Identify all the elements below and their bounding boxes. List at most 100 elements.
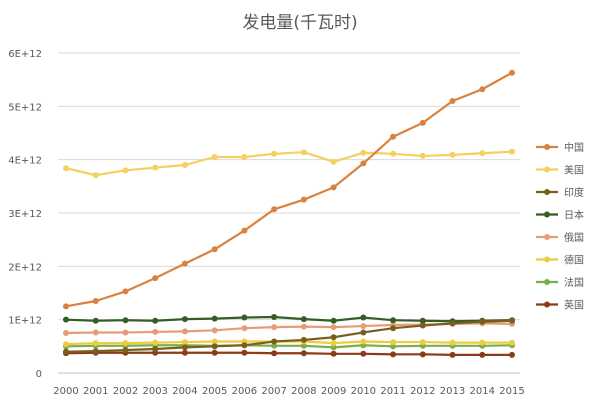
y-tick-label: 2E+12 — [8, 262, 42, 273]
data-point — [390, 325, 397, 332]
data-point — [360, 350, 367, 357]
series-美国 — [63, 148, 515, 179]
data-point — [181, 316, 188, 323]
data-point — [241, 227, 248, 234]
data-point — [330, 324, 337, 331]
y-tick-label: 3E+12 — [8, 209, 42, 220]
data-point — [152, 328, 159, 335]
data-point — [390, 339, 397, 346]
y-tick-label: 1E+12 — [8, 316, 42, 327]
data-point — [300, 336, 307, 343]
data-point — [241, 349, 248, 356]
data-point — [330, 340, 337, 347]
data-point — [63, 330, 69, 336]
data-point — [271, 206, 278, 213]
legend-label: 日本 — [564, 209, 584, 222]
data-point — [271, 338, 278, 345]
x-tick-label: 2011 — [380, 386, 405, 397]
data-point — [181, 260, 188, 267]
data-point — [152, 346, 159, 352]
data-point — [390, 317, 397, 324]
data-point — [181, 339, 188, 346]
legend-label: 中国 — [564, 141, 584, 154]
x-tick-label: 2003 — [142, 386, 167, 397]
legend-label: 俄国 — [564, 232, 584, 244]
data-point — [300, 323, 307, 330]
y-tick-label: 6E+12 — [8, 49, 42, 60]
data-point — [92, 317, 99, 324]
series-line — [65, 344, 513, 349]
data-point — [63, 316, 69, 323]
data-point — [360, 329, 367, 336]
data-point — [419, 322, 426, 329]
x-tick-label: 2006 — [232, 386, 257, 397]
data-point — [419, 317, 426, 324]
data-point — [271, 324, 278, 331]
legend-label: 印度 — [564, 186, 584, 199]
legend-label: 英国 — [564, 299, 584, 312]
data-point — [152, 339, 159, 346]
data-point — [390, 133, 397, 140]
x-tick-label: 2000 — [53, 386, 78, 397]
legend-swatch-marker — [544, 234, 550, 240]
legend-item: 德国 — [536, 254, 584, 267]
data-point — [211, 315, 218, 322]
data-point — [360, 338, 367, 345]
data-point — [330, 350, 337, 357]
series-中国 — [63, 69, 515, 310]
data-point — [360, 149, 367, 156]
legend-swatch-marker — [544, 301, 550, 308]
data-point — [419, 339, 426, 346]
legend-swatch-marker — [544, 189, 550, 195]
legend-item: 中国 — [536, 141, 584, 154]
data-point — [300, 342, 307, 349]
data-point — [211, 327, 218, 334]
data-point — [330, 158, 337, 165]
legend-swatch-marker — [544, 211, 550, 218]
data-point — [122, 317, 129, 324]
data-point — [181, 162, 188, 168]
data-point — [211, 343, 218, 350]
data-point — [300, 196, 307, 203]
data-point — [122, 347, 129, 354]
series-layer — [63, 69, 515, 358]
x-tick-label: 2013 — [440, 386, 465, 397]
data-point — [241, 325, 248, 332]
legend-swatch-marker — [544, 256, 550, 263]
legend-item: 法国 — [536, 276, 584, 289]
data-point — [360, 160, 367, 167]
data-point — [419, 119, 426, 126]
data-point — [509, 69, 515, 76]
data-point — [479, 339, 486, 346]
legend-swatch-marker — [544, 279, 550, 285]
x-tick-label: 2009 — [321, 386, 346, 397]
data-point — [271, 314, 278, 320]
legend-label: 法国 — [564, 276, 584, 289]
data-point — [92, 329, 99, 336]
data-point — [63, 348, 69, 355]
x-tick-label: 2007 — [261, 386, 286, 397]
data-point — [271, 150, 278, 157]
legend-item: 日本 — [536, 209, 584, 222]
data-point — [479, 351, 486, 358]
data-point — [509, 339, 515, 346]
data-point — [449, 339, 456, 346]
data-point — [211, 246, 218, 253]
legend-label: 德国 — [564, 254, 584, 267]
data-point — [330, 184, 337, 191]
series-line — [65, 315, 513, 323]
data-point — [63, 303, 69, 310]
series-line — [65, 319, 513, 353]
data-point — [300, 316, 307, 323]
data-point — [390, 343, 397, 350]
y-tick-label: 5E+12 — [8, 102, 42, 113]
data-point — [479, 318, 486, 325]
data-point — [241, 342, 248, 349]
x-tick-label: 2008 — [291, 386, 316, 397]
data-point — [211, 338, 218, 345]
data-point — [63, 165, 69, 172]
data-point — [449, 151, 456, 158]
data-point — [92, 172, 99, 179]
